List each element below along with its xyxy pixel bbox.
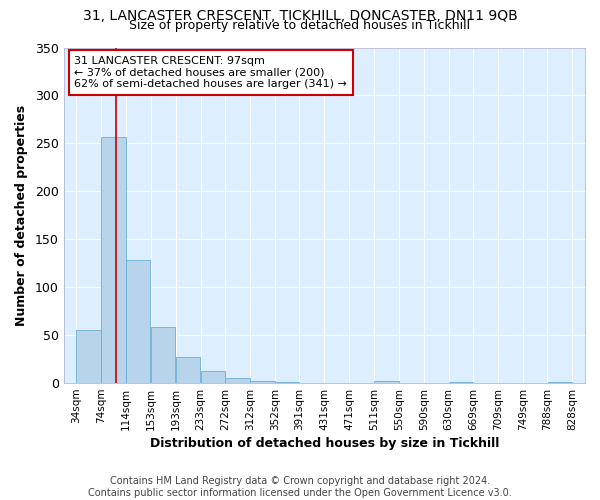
Y-axis label: Number of detached properties: Number of detached properties: [15, 104, 28, 326]
Bar: [449, 382, 473, 383]
Bar: [275, 382, 299, 383]
Text: 31 LANCASTER CRESCENT: 97sqm
← 37% of detached houses are smaller (200)
62% of s: 31 LANCASTER CRESCENT: 97sqm ← 37% of de…: [74, 56, 347, 89]
Text: 31, LANCASTER CRESCENT, TICKHILL, DONCASTER, DN11 9QB: 31, LANCASTER CRESCENT, TICKHILL, DONCAS…: [83, 9, 517, 23]
Bar: [225, 378, 250, 383]
X-axis label: Distribution of detached houses by size in Tickhill: Distribution of detached houses by size …: [149, 437, 499, 450]
Bar: [126, 260, 151, 383]
Text: Size of property relative to detached houses in Tickhill: Size of property relative to detached ho…: [130, 19, 470, 32]
Bar: [200, 370, 225, 383]
Bar: [176, 357, 200, 383]
Bar: [76, 330, 101, 383]
Text: Contains HM Land Registry data © Crown copyright and database right 2024.
Contai: Contains HM Land Registry data © Crown c…: [88, 476, 512, 498]
Bar: [101, 136, 126, 383]
Bar: [151, 328, 175, 383]
Bar: [250, 381, 275, 383]
Bar: [374, 381, 398, 383]
Bar: [548, 382, 572, 383]
